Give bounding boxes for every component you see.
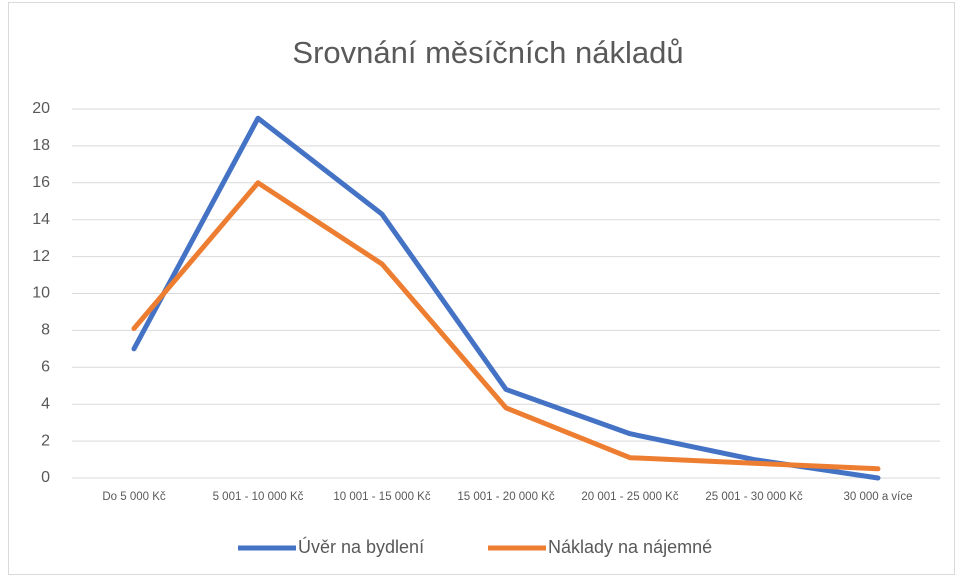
legend-label: Úvěr na bydlení bbox=[298, 536, 424, 557]
chart-border bbox=[8, 2, 955, 575]
y-tick-label: 14 bbox=[32, 211, 50, 228]
y-tick-label: 4 bbox=[41, 395, 50, 412]
x-tick-label: 5 001 - 10 000 Kč bbox=[213, 491, 304, 503]
y-tick-label: 2 bbox=[41, 432, 50, 449]
x-tick-label: 10 001 - 15 000 Kč bbox=[333, 491, 430, 503]
y-tick-label: 10 bbox=[32, 285, 50, 302]
x-tick-label: 30 000 a více bbox=[843, 491, 912, 503]
legend-label: Náklady na nájemné bbox=[548, 537, 712, 557]
x-tick-label: 15 001 - 20 000 Kč bbox=[457, 491, 554, 503]
series-line bbox=[131, 115, 881, 481]
y-tick-label: 6 bbox=[41, 359, 50, 376]
y-tick-label: 16 bbox=[32, 174, 50, 191]
y-tick-label: 18 bbox=[32, 137, 50, 154]
x-tick-label: Do 5 000 Kč bbox=[102, 491, 166, 503]
y-tick-label: 20 bbox=[32, 100, 50, 117]
x-tick-label: 20 001 - 25 000 Kč bbox=[581, 491, 678, 503]
y-tick-label: 8 bbox=[41, 322, 50, 339]
series-line bbox=[131, 180, 881, 472]
y-tick-label: 0 bbox=[41, 469, 50, 486]
y-tick-label: 12 bbox=[32, 248, 50, 265]
chart-title: Srovnání měsíčních nákladů bbox=[292, 35, 683, 70]
x-tick-label: 25 001 - 30 000 Kč bbox=[705, 491, 802, 503]
